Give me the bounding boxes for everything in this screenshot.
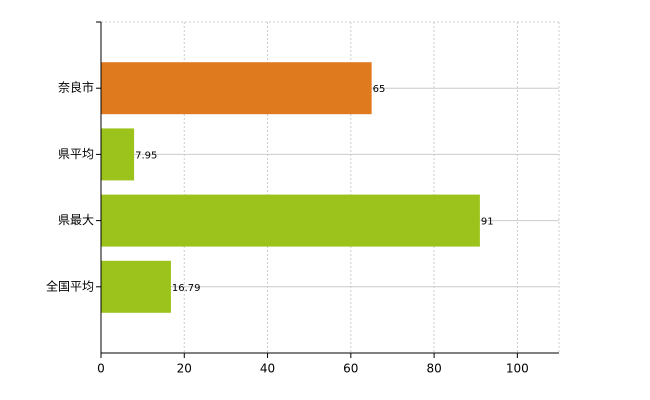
value-label: 7.95	[135, 150, 157, 161]
value-label: 16.79	[172, 283, 201, 294]
x-tick-label: 100	[506, 362, 529, 376]
value-label: 91	[481, 217, 494, 228]
x-tick-label: 40	[260, 362, 275, 376]
x-tick-label: 0	[97, 362, 105, 376]
y-tick-label: 県最大	[58, 213, 94, 227]
x-tick-label: 60	[343, 362, 358, 376]
x-tick-label: 20	[177, 362, 192, 376]
bar	[101, 62, 372, 115]
y-tick-label: 全国平均	[46, 278, 94, 293]
x-tick-label: 80	[426, 362, 441, 376]
bar	[101, 260, 171, 313]
bar	[101, 128, 135, 181]
bar	[101, 194, 480, 247]
value-label: 65	[373, 84, 386, 95]
y-tick-label: 奈良市	[58, 80, 94, 95]
y-tick-label: 県平均	[58, 147, 94, 161]
